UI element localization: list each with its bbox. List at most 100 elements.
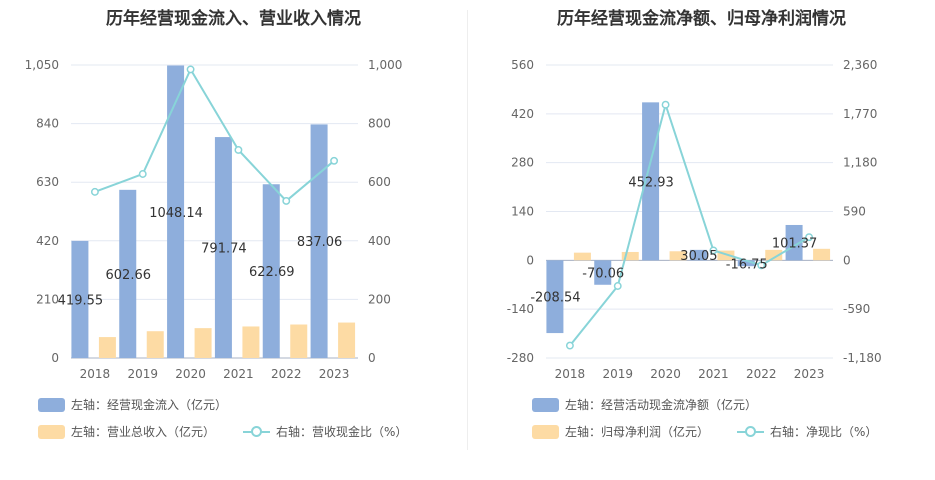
data-label: 622.69 [249,265,295,280]
bar-secondary [98,337,116,358]
x-tick-label: 2019 [127,367,158,381]
legend-swatch [532,397,559,412]
legend-line-swatch [737,425,764,439]
bar-secondary [765,249,783,261]
legend-label: 左轴：经营活动现金流净额（亿元） [565,398,758,412]
legend-label: 左轴：经营现金流入（亿元） [71,398,228,412]
legend-label: 左轴：归母净利润（亿元） [565,425,710,439]
panel-divider [467,10,468,450]
line-point [234,146,243,154]
x-tick-label: 2021 [223,367,254,381]
y-left-tick-label: 630 [36,175,59,189]
y-right-tick-label: 590 [843,205,866,219]
bar-primary [737,260,755,267]
legend-item[interactable]: 左轴：经营现金流入（亿元） [38,396,227,413]
legend-swatch [532,424,559,439]
legend-swatch [38,424,65,439]
bar-secondary [573,252,591,261]
line-point [90,187,99,196]
y-left-tick-label: -280 [507,351,534,365]
y-right-tick-label: 2,360 [843,58,877,72]
bar-primary [594,260,612,285]
x-tick-label: 2020 [650,367,681,381]
y-left-tick-label: 420 [511,107,534,121]
legend-swatch [38,397,65,412]
line-point [186,65,195,74]
legend-item[interactable]: 左轴：经营活动现金流净额（亿元） [532,396,757,413]
chart-plot-area: -280 -140 0 140 280 420 560 -1,180 -590 0 590 1,180… [507,58,882,381]
y-left-tick-label: 140 [511,205,534,219]
y-left-tick-label: 0 [51,351,59,365]
bar-primary [689,249,707,261]
y-right-tick-label: -590 [843,302,870,316]
bar-secondary [194,328,212,358]
line-point [805,233,814,242]
legend-item[interactable]: 右轴：营收现金比（%） [243,423,407,440]
bar-secondary [669,251,687,261]
data-label: 602.66 [106,268,152,283]
data-label: -16.75 [726,257,768,272]
bar-primary [214,137,232,358]
data-label: 101.37 [772,237,818,252]
y-right-tick-label: -1,180 [843,351,882,365]
legend-item[interactable]: 右轴：净现比（%） [737,423,877,440]
line-point [565,341,574,350]
data-label: 791.74 [201,242,247,257]
legend-item[interactable]: 左轴：营业总收入（亿元） [38,423,215,440]
bar-primary [546,260,564,334]
chart-plot-area: 0 210 420 630 840 1,050 0 200 400 600 800 1,000 2018… [25,58,403,381]
line-point [138,170,147,178]
x-tick-label: 2023 [794,367,825,381]
line-point [757,261,766,270]
legend-line-swatch [243,425,270,439]
y-right-tick-label: 200 [368,292,391,306]
x-tick-label: 2023 [319,367,350,381]
bar-primary [167,65,185,358]
bar-secondary [242,326,260,358]
series-line [94,67,335,203]
bar-secondary [621,251,639,261]
bar-secondary [338,322,356,358]
series-line [569,101,810,347]
y-left-tick-label: 420 [36,234,59,248]
data-label: -70.06 [582,267,624,282]
bar-primary [785,224,803,261]
y-right-tick-label: 600 [368,175,391,189]
bar-primary [262,184,280,358]
data-label: -208.54 [530,291,580,306]
y-right-tick-label: 1,000 [368,58,402,72]
y-right-tick-label: 400 [368,234,391,248]
line-point [709,246,718,255]
x-tick-label: 2022 [746,367,777,381]
y-left-tick-label: -140 [507,302,534,316]
bar-secondary [717,250,735,261]
data-label: 452.93 [628,175,674,190]
y-right-tick-label: 1,180 [843,156,877,170]
bar-secondary [146,331,164,358]
y-left-tick-label: 840 [36,117,59,131]
x-tick-label: 2020 [175,367,206,381]
legend-label: 右轴：净现比（%） [770,425,878,439]
legend-label: 右轴：营收现金比（%） [276,425,408,439]
x-tick-label: 2018 [555,367,586,381]
line-point [282,197,291,205]
y-left-tick-label: 0 [526,253,534,267]
y-left-tick-label: 1,050 [25,58,59,72]
data-label: 30.05 [680,249,717,264]
legend-item[interactable]: 左轴：归母净利润（亿元） [532,423,709,440]
y-left-tick-label: 210 [36,292,59,306]
legend-label: 左轴：营业总收入（亿元） [71,425,216,439]
x-tick-label: 2022 [271,367,302,381]
chart-panel-cash-inflow: 历年经营现金流入、营业收入情况 0 210 420 630 840 1,050 0 200 40… [0,0,467,480]
data-label: 419.55 [58,293,104,308]
y-right-tick-label: 0 [843,253,851,267]
y-right-tick-label: 800 [368,117,391,131]
line-point [661,100,670,109]
bar-primary [310,124,328,358]
y-left-tick-label: 560 [511,58,534,72]
y-right-tick-label: 0 [368,351,376,365]
bar-secondary [813,248,831,261]
line-point [613,282,622,290]
bar-primary [119,189,137,358]
chart-title: 历年经营现金流入、营业收入情况 [106,9,361,29]
